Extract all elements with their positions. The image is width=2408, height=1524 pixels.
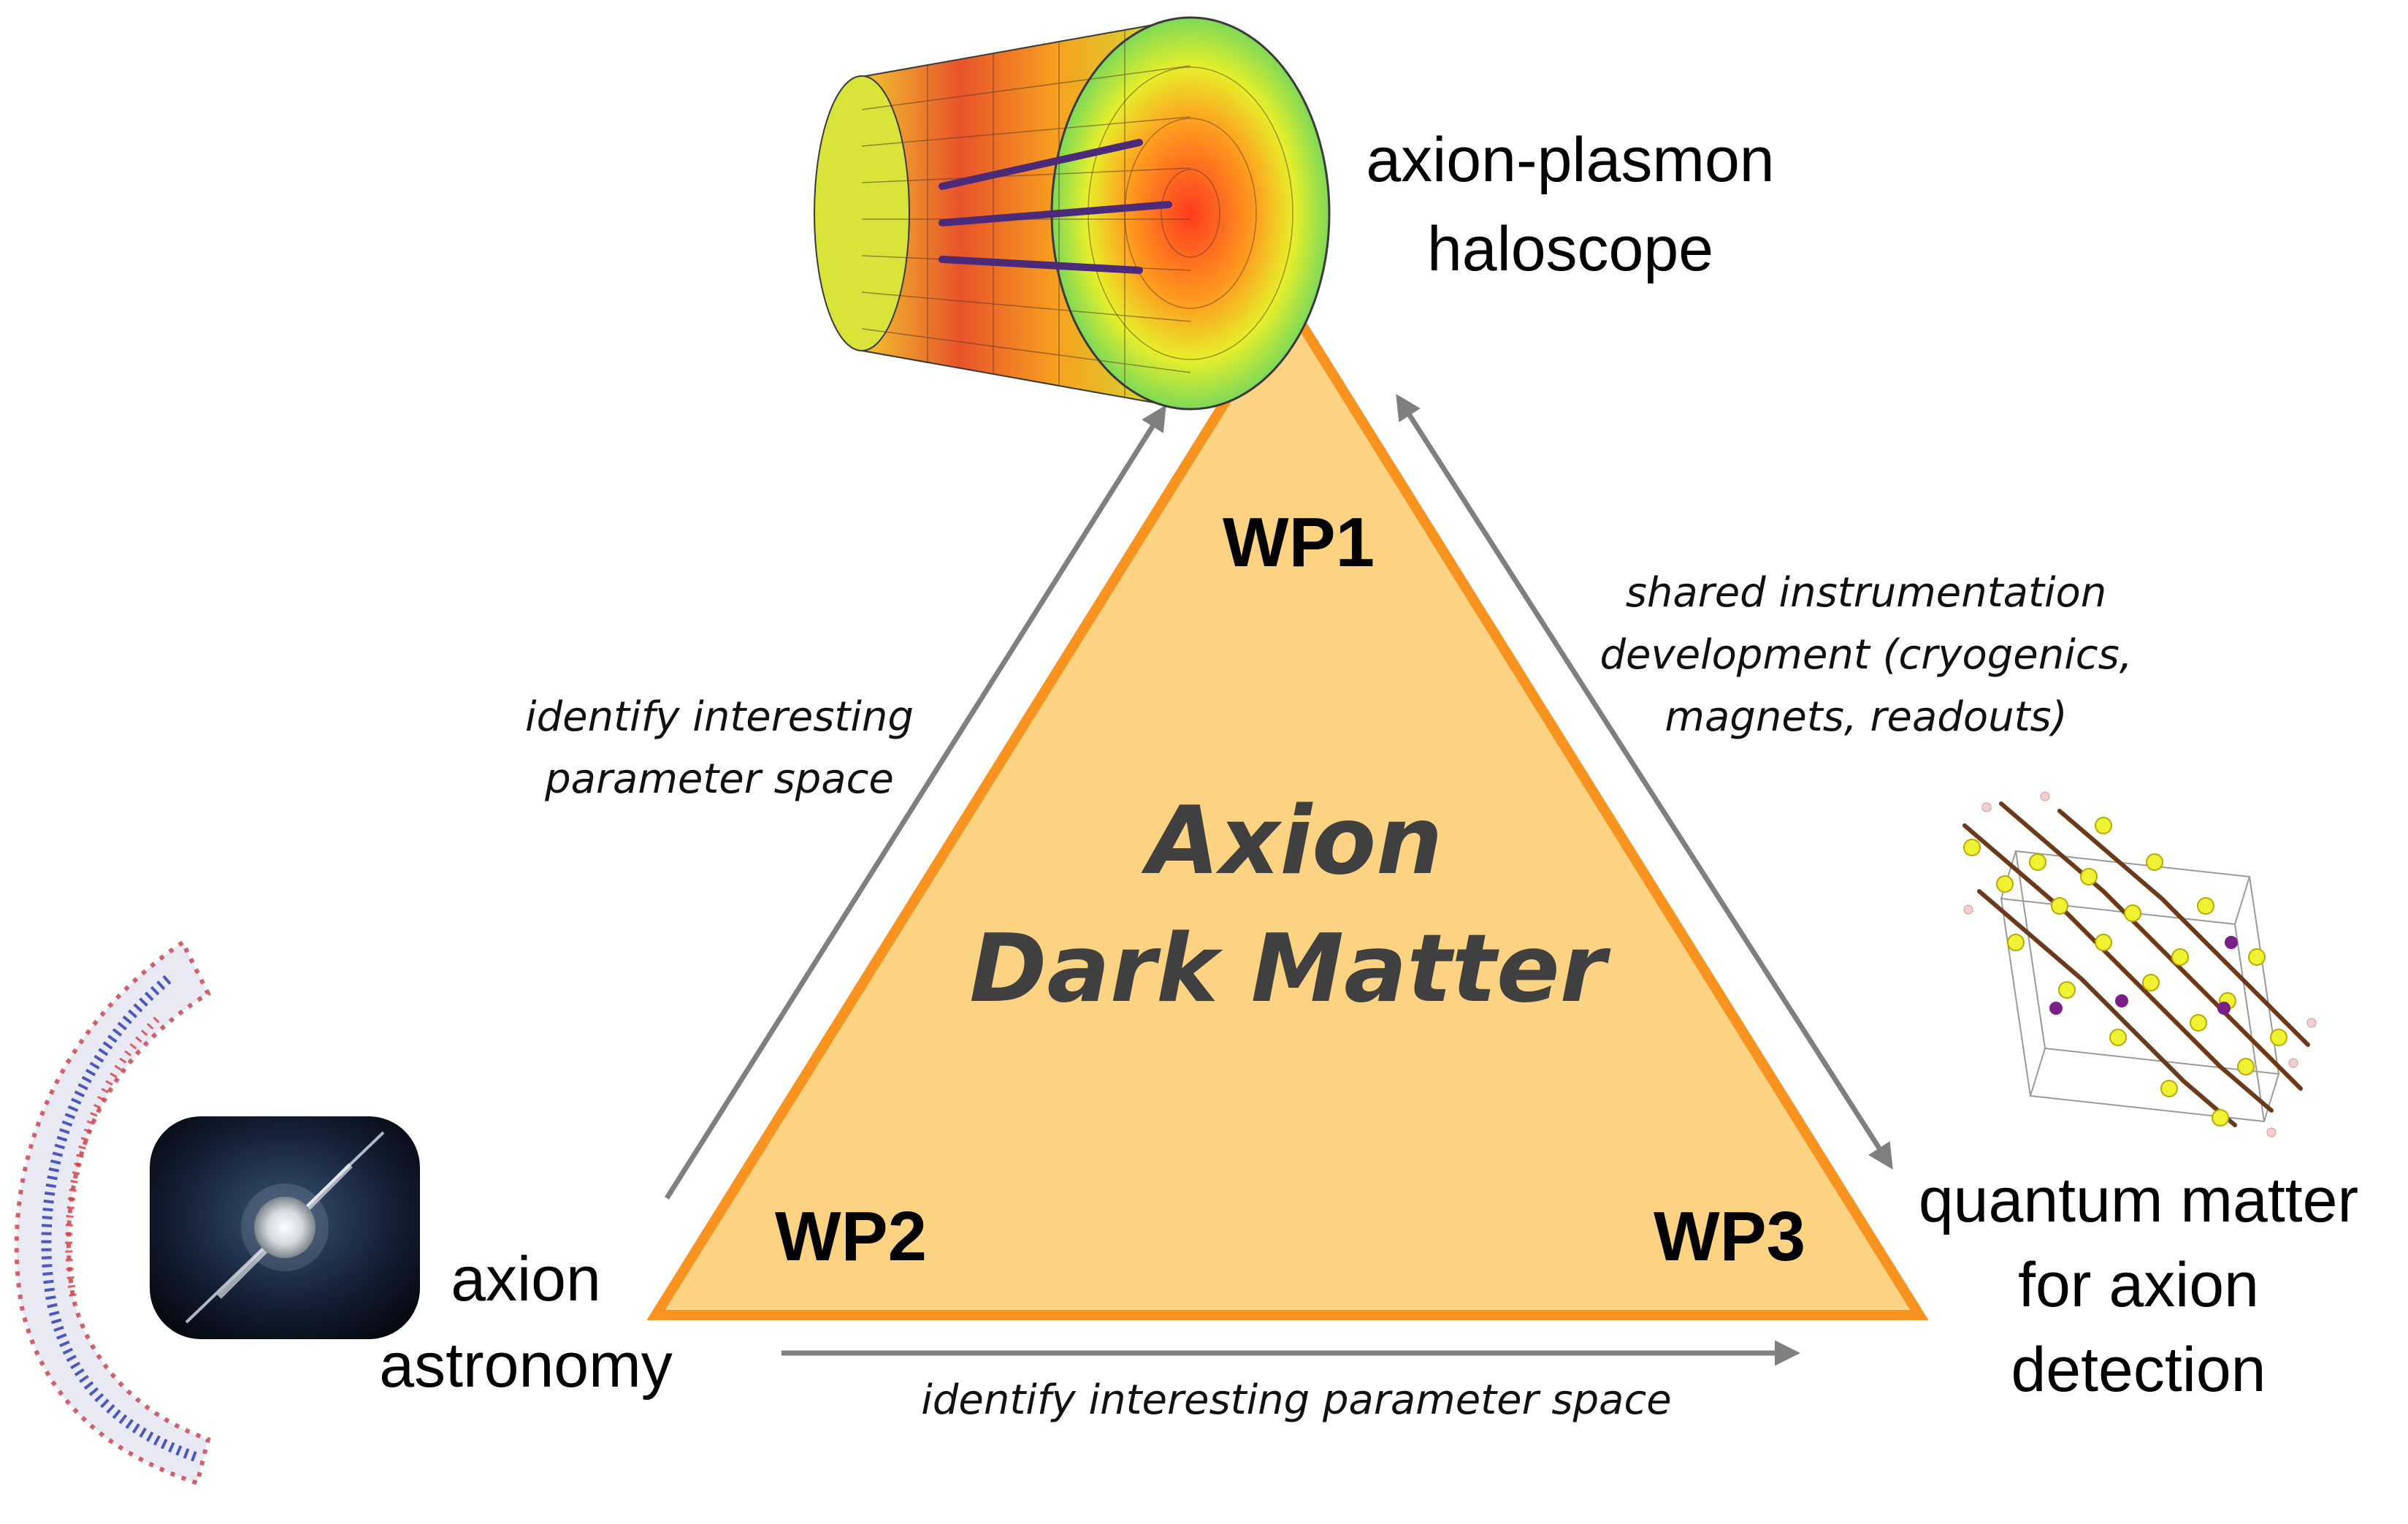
sky-map-arc bbox=[14, 939, 211, 1486]
left-edge-label-line1: identify interesting bbox=[525, 693, 914, 741]
arrow-wp1-wp3-bidirectional bbox=[1396, 394, 1893, 1170]
astronomy-title-line2: astronomy bbox=[379, 1330, 673, 1401]
astronomy-title-line1: axion bbox=[451, 1244, 601, 1314]
left-edge-label-line2: parameter space bbox=[544, 755, 894, 803]
haloscope-title-line1: axion-plasmon bbox=[1366, 125, 1774, 195]
bottom-edge-label: identify interesting parameter space bbox=[921, 1376, 1671, 1424]
right-edge-label-line3: magnets, readouts) bbox=[1664, 693, 2067, 741]
center-title-line2: Dark Matter bbox=[969, 915, 1610, 1024]
center-title-line1: Axion bbox=[1141, 787, 1443, 896]
haloscope-title-line2: haloscope bbox=[1427, 214, 1713, 284]
quantum-title-line2: for axion bbox=[2018, 1250, 2259, 1320]
pulsar-image bbox=[150, 1116, 420, 1339]
wp3-label: WP3 bbox=[1654, 1197, 1805, 1276]
quantum-title-line3: detection bbox=[2011, 1335, 2266, 1405]
haloscope-image bbox=[814, 16, 1331, 411]
crystal-structure-image bbox=[1962, 791, 2317, 1138]
arrow-wp2-to-wp1 bbox=[665, 405, 1166, 1200]
right-edge-label-line1: shared instrumentation bbox=[1626, 569, 2107, 617]
right-edge-label-line2: development (cryogenics, bbox=[1599, 631, 2132, 679]
wp2-label: WP2 bbox=[775, 1197, 927, 1276]
quantum-title-line1: quantum matter bbox=[1919, 1165, 2358, 1235]
wp1-label: WP1 bbox=[1223, 503, 1375, 582]
